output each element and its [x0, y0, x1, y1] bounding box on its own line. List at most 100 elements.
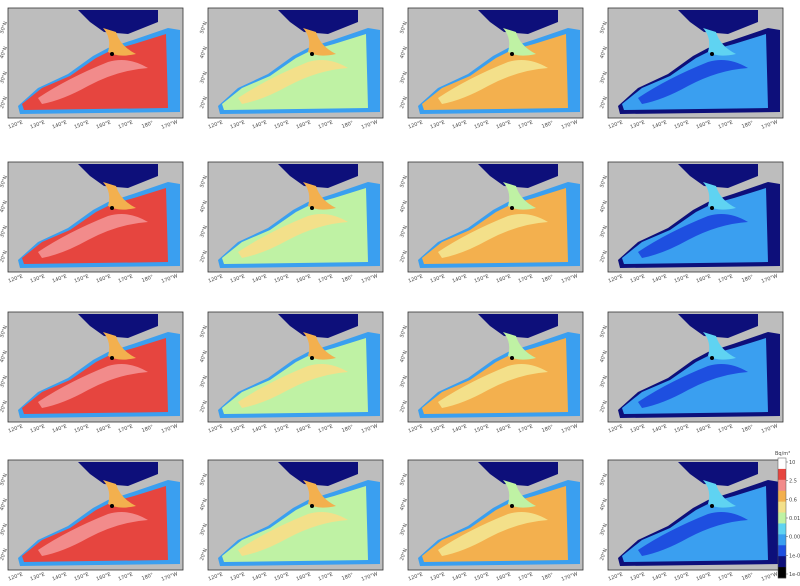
- lon-label: 130°E: [29, 274, 45, 285]
- lon-label: 170°W: [561, 571, 579, 582]
- colorbar-swatch: [778, 512, 786, 524]
- lat-label: 40°N: [0, 45, 9, 59]
- map-panel: 120°E 130°E 140°E 150°E 160°E 170°E 180° 170°W 5…: [399, 161, 584, 285]
- lat-label: 50°N: [199, 324, 209, 338]
- plume-2: [703, 28, 736, 56]
- lon-label: 120°E: [7, 120, 23, 131]
- lon-label: 180°: [741, 572, 755, 582]
- lat-label: 40°N: [199, 349, 209, 363]
- lon-label: 180°: [341, 274, 355, 284]
- lon-label: 180°: [741, 120, 755, 130]
- lon-label: 170°W: [361, 571, 379, 582]
- lon-label: 120°E: [407, 424, 423, 435]
- lat-label: 50°N: [599, 20, 609, 34]
- plume: [238, 364, 348, 408]
- map-panel: 120°E 130°E 140°E 150°E 160°E 170°E 180° 170°W 5…: [599, 161, 784, 285]
- lon-label: 170°E: [317, 572, 333, 583]
- lon-label: 170°E: [717, 424, 733, 435]
- ocean-edge: [278, 164, 358, 188]
- lon-label: 180°: [141, 120, 155, 130]
- lon-label: 160°E: [495, 572, 511, 583]
- lat-label: 40°N: [599, 497, 609, 511]
- plume: [638, 364, 748, 408]
- colorbar-label: Bq/m³: [775, 451, 790, 457]
- source: [710, 52, 714, 56]
- lon-label: 140°E: [451, 274, 467, 285]
- lon-label: 150°E: [73, 274, 89, 285]
- colorbar-swatch: [778, 458, 786, 470]
- lat-label: 40°N: [399, 199, 409, 213]
- colorbar-tick-label: 0.001: [789, 535, 800, 541]
- lon-label: 170°W: [161, 571, 179, 582]
- lat-label: 40°N: [199, 497, 209, 511]
- ocean-edge: [478, 164, 558, 188]
- lat-label: 20°N: [0, 95, 9, 109]
- lon-label: 160°E: [695, 120, 711, 131]
- lat-label: 40°N: [599, 349, 609, 363]
- lon-label: 150°E: [473, 274, 489, 285]
- colorbar-tick-label: 0.01: [789, 516, 800, 522]
- lon-label: 120°E: [207, 120, 223, 131]
- lat-label: 30°N: [399, 522, 409, 536]
- ocean-edge: [278, 10, 358, 34]
- source: [310, 504, 314, 508]
- lon-label: 150°E: [273, 424, 289, 435]
- lon-label: 130°E: [229, 120, 245, 131]
- lon-label: 150°E: [73, 120, 89, 131]
- plume: [438, 364, 548, 408]
- lon-label: 170°E: [517, 572, 533, 583]
- lat-label: 30°N: [0, 374, 9, 388]
- plume: [638, 214, 748, 258]
- colorbar-swatch: [778, 545, 786, 557]
- lon-label: 140°E: [251, 274, 267, 285]
- lon-label: 170°E: [117, 424, 133, 435]
- lon-label: 130°E: [429, 274, 445, 285]
- lon-label: 130°E: [229, 424, 245, 435]
- source: [110, 504, 114, 508]
- lat-label: 30°N: [399, 70, 409, 84]
- lon-label: 140°E: [51, 424, 67, 435]
- lat-label: 30°N: [0, 224, 9, 238]
- lon-label: 160°E: [695, 274, 711, 285]
- colorbar-swatch: [778, 501, 786, 513]
- lat-label: 50°N: [399, 324, 409, 338]
- lon-label: 160°E: [695, 424, 711, 435]
- source: [510, 206, 514, 210]
- plume-2: [703, 182, 736, 210]
- source: [310, 206, 314, 210]
- lon-label: 130°E: [29, 572, 45, 583]
- lat-label: 20°N: [399, 547, 409, 561]
- lon-label: 170°E: [317, 274, 333, 285]
- lat-label: 40°N: [399, 497, 409, 511]
- plume: [438, 214, 548, 258]
- lon-label: 140°E: [651, 572, 667, 583]
- lon-label: 150°E: [273, 572, 289, 583]
- lon-label: 130°E: [429, 424, 445, 435]
- lon-label: 130°E: [629, 424, 645, 435]
- lon-label: 120°E: [607, 120, 623, 131]
- plume-2: [503, 182, 536, 210]
- colorbar-swatch: [778, 567, 786, 579]
- lon-label: 140°E: [651, 274, 667, 285]
- lon-label: 170°W: [761, 423, 779, 434]
- map-panel: 120°E 130°E 140°E 150°E 160°E 170°E 180° 170°W 5…: [399, 311, 584, 435]
- lon-label: 140°E: [651, 424, 667, 435]
- map-panel: 120°E 130°E 140°E 150°E 160°E 170°E 180° 170°W 5…: [199, 459, 384, 583]
- lon-label: 150°E: [673, 274, 689, 285]
- map-panel: 120°E 130°E 140°E 150°E 160°E 170°E 180° 170°W 5…: [599, 459, 784, 583]
- source: [110, 206, 114, 210]
- lon-label: 120°E: [207, 274, 223, 285]
- lat-label: 50°N: [0, 472, 9, 486]
- lon-label: 140°E: [451, 572, 467, 583]
- lon-label: 140°E: [51, 572, 67, 583]
- ocean-edge: [78, 164, 158, 188]
- lon-label: 160°E: [295, 274, 311, 285]
- lat-label: 30°N: [599, 522, 609, 536]
- map-panel: 120°E 130°E 140°E 150°E 160°E 170°E 180° 170°W 5…: [0, 459, 184, 583]
- lat-label: 50°N: [0, 174, 9, 188]
- lon-label: 150°E: [273, 274, 289, 285]
- lat-label: 20°N: [599, 399, 609, 413]
- plume: [438, 60, 548, 104]
- lon-label: 170°W: [561, 119, 579, 130]
